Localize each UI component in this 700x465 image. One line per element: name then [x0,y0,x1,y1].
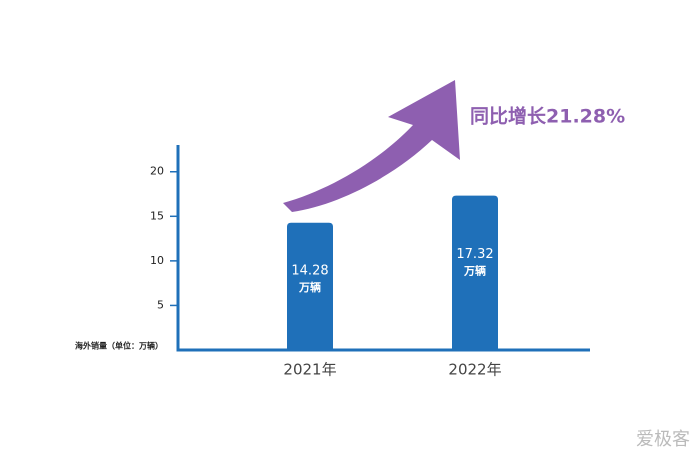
watermark: 爱极客 [636,429,690,450]
unit-label: 万辆 [463,263,486,277]
y-tick-label: 5 [157,298,164,311]
value-label: 14.28 [291,264,328,279]
x-tick-label: 2022年 [448,361,501,379]
bar [287,222,333,350]
x-tick-label: 2021年 [283,361,336,379]
y-tick-label: 10 [150,254,164,267]
bar [452,195,498,350]
annotation: 同比增长21.28% [470,105,625,128]
y-tick-label: 15 [150,209,164,222]
value-label: 17.32 [456,247,493,262]
y-axis-label: 海外销量（单位：万辆） [75,341,163,351]
y-tick-label: 20 [150,165,164,178]
growth-arrow [283,80,460,212]
unit-label: 万辆 [298,280,321,294]
